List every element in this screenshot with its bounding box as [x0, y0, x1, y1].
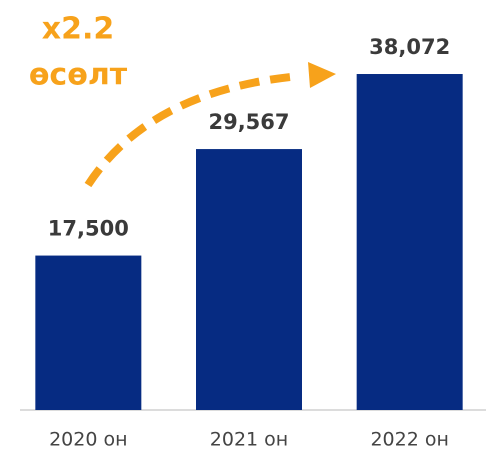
bar	[196, 149, 302, 410]
bar	[356, 74, 463, 411]
arrow-head	[308, 62, 336, 88]
x-tick-label: 2021 он	[210, 429, 288, 451]
value-label: 29,567	[208, 110, 289, 134]
annotation: x2.2	[42, 12, 115, 47]
x-tick-label: 2022 он	[370, 429, 448, 451]
annotation: өсөлт	[29, 58, 128, 93]
value-label: 17,500	[48, 217, 129, 241]
x-tick-label: 2020 он	[49, 429, 127, 451]
bar	[35, 255, 142, 410]
value-label: 38,072	[369, 35, 450, 59]
